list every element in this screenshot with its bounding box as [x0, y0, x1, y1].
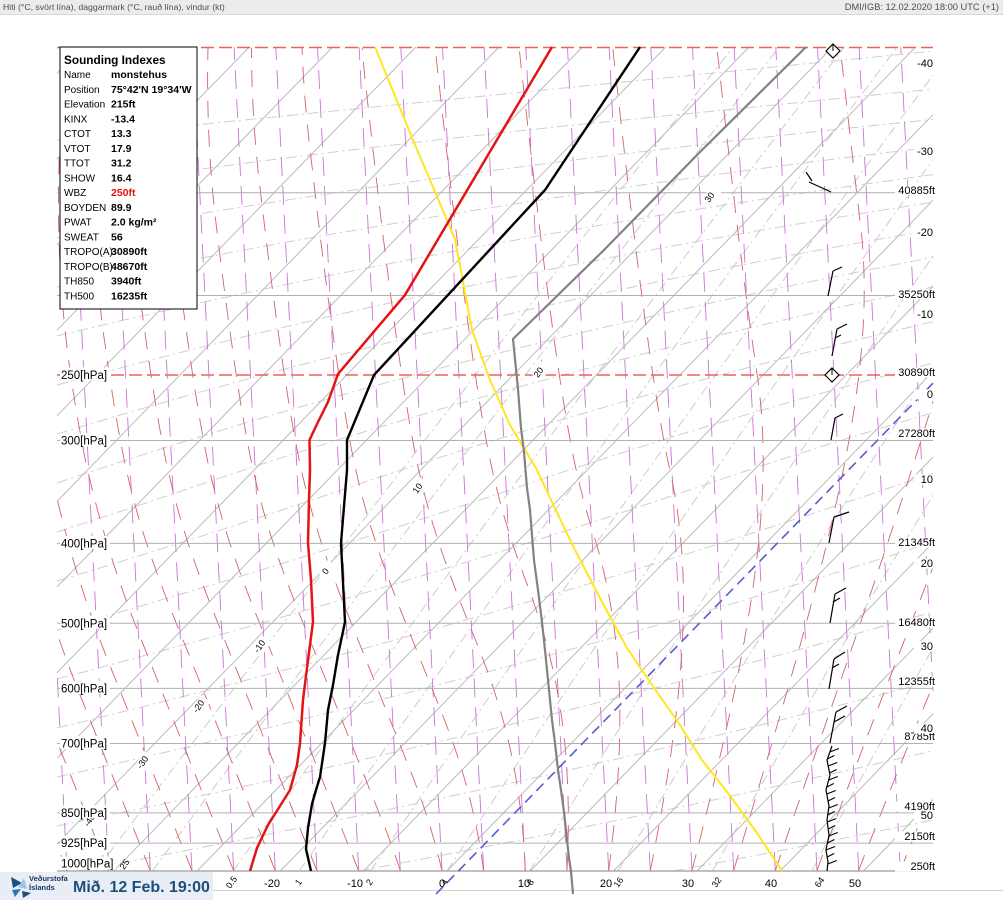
svg-text:10: 10	[921, 474, 933, 486]
svg-text:Mið. 12 Feb. 19:00: Mið. 12 Feb. 19:00	[73, 879, 210, 896]
svg-text:10: 10	[518, 878, 530, 890]
svg-text:3940ft: 3940ft	[111, 276, 142, 288]
svg-text:2.0 kg/m²: 2.0 kg/m²	[111, 217, 157, 229]
svg-text:17.9: 17.9	[111, 143, 132, 155]
svg-text:1000[hPa]: 1000[hPa]	[61, 859, 113, 871]
svg-text:Veðurstofa: Veðurstofa	[29, 874, 69, 883]
svg-text:32: 32	[710, 875, 724, 889]
svg-text:16: 16	[612, 875, 626, 889]
svg-text:300[hPa]: 300[hPa]	[61, 436, 107, 448]
svg-text:56: 56	[111, 231, 123, 243]
svg-text:30: 30	[703, 190, 717, 204]
svg-text:0: 0	[439, 878, 445, 890]
svg-text:TROPO(B): TROPO(B)	[64, 262, 113, 273]
svg-text:CTOT: CTOT	[64, 129, 91, 140]
svg-text:0: 0	[927, 389, 933, 401]
svg-text:31.2: 31.2	[111, 158, 132, 170]
svg-text:21345ft: 21345ft	[898, 537, 935, 549]
svg-text:215ft: 215ft	[111, 99, 136, 111]
svg-text:WBZ: WBZ	[64, 188, 86, 199]
svg-text:16480ft: 16480ft	[898, 617, 935, 629]
svg-text:VTOT: VTOT	[64, 144, 90, 155]
svg-text:SWEAT: SWEAT	[64, 232, 99, 243]
svg-text:0: 0	[320, 566, 331, 576]
svg-text:Position: Position	[64, 85, 100, 96]
svg-text:Hiti (°C, svört lína), daggarm: Hiti (°C, svört lína), daggarmark (°C, r…	[3, 2, 225, 12]
svg-text:27280ft: 27280ft	[898, 428, 935, 440]
svg-text:-10: -10	[347, 878, 363, 890]
svg-text:35250ft: 35250ft	[898, 289, 935, 301]
svg-text:DMI/IGB: 12.02.2020 18:00 UTC: DMI/IGB: 12.02.2020 18:00 UTC (+1)	[845, 2, 999, 12]
svg-text:20: 20	[532, 365, 546, 379]
svg-text:KINX: KINX	[64, 115, 88, 126]
svg-text:89.9: 89.9	[111, 202, 132, 214]
svg-text:20: 20	[921, 558, 933, 570]
svg-text:40: 40	[765, 878, 777, 890]
svg-text:Name: Name	[64, 70, 91, 81]
svg-text:50: 50	[921, 810, 933, 822]
svg-text:Elevation: Elevation	[64, 100, 105, 111]
svg-text:8: 8	[525, 877, 536, 887]
svg-text:Íslands: Íslands	[29, 883, 55, 892]
svg-text:250ft: 250ft	[911, 861, 935, 873]
svg-text:TH500: TH500	[64, 291, 94, 302]
svg-text:4190ft: 4190ft	[904, 801, 935, 813]
svg-text:75°42'N 19°34'W: 75°42'N 19°34'W	[111, 84, 192, 96]
svg-text:20: 20	[600, 878, 612, 890]
svg-text:TTOT: TTOT	[64, 159, 90, 170]
svg-text:PWAT: PWAT	[64, 218, 92, 229]
svg-text:TH850: TH850	[64, 277, 94, 288]
svg-text:-40: -40	[917, 58, 933, 70]
svg-text:12355ft: 12355ft	[898, 676, 935, 688]
svg-text:50: 50	[849, 878, 861, 890]
svg-text:-13.4: -13.4	[111, 114, 135, 126]
svg-text:TROPO(A): TROPO(A)	[64, 247, 113, 258]
svg-text:850[hPa]: 850[hPa]	[61, 808, 107, 820]
svg-text:4: 4	[439, 877, 450, 887]
svg-text:-20: -20	[264, 878, 280, 890]
svg-text:10: 10	[411, 481, 425, 495]
svg-text:250ft: 250ft	[111, 187, 136, 199]
svg-text:16.4: 16.4	[111, 172, 132, 184]
svg-text:BOYDEN: BOYDEN	[64, 203, 106, 214]
svg-text:13.3: 13.3	[111, 128, 132, 140]
svg-text:250[hPa]: 250[hPa]	[61, 370, 107, 382]
svg-text:16235ft: 16235ft	[111, 290, 148, 302]
svg-text:-10: -10	[917, 309, 933, 321]
svg-text:25: 25	[118, 857, 132, 871]
svg-text:600[hPa]: 600[hPa]	[61, 683, 107, 695]
svg-text:30: 30	[921, 641, 933, 653]
svg-text:-20: -20	[917, 227, 933, 239]
svg-text:500[hPa]: 500[hPa]	[61, 618, 107, 630]
svg-text:Sounding Indexes: Sounding Indexes	[64, 53, 166, 67]
svg-text:925[hPa]: 925[hPa]	[61, 838, 107, 850]
svg-text:1: 1	[293, 877, 304, 887]
svg-text:40885ft: 40885ft	[898, 185, 935, 197]
svg-text:48670ft: 48670ft	[111, 261, 148, 273]
svg-text:2: 2	[364, 877, 375, 887]
svg-text:400[hPa]: 400[hPa]	[61, 539, 107, 551]
svg-text:30: 30	[682, 878, 694, 890]
svg-text:40: 40	[921, 723, 933, 735]
svg-text:-30: -30	[917, 146, 933, 158]
svg-text:2150ft: 2150ft	[904, 831, 935, 843]
svg-text:SHOW: SHOW	[64, 173, 96, 184]
svg-text:700[hPa]: 700[hPa]	[61, 739, 107, 751]
svg-text:monstehus: monstehus	[111, 69, 167, 81]
svg-text:8785ft: 8785ft	[904, 731, 935, 743]
svg-text:30890ft: 30890ft	[898, 367, 935, 379]
svg-text:64: 64	[813, 875, 827, 889]
svg-text:30890ft: 30890ft	[111, 246, 148, 258]
